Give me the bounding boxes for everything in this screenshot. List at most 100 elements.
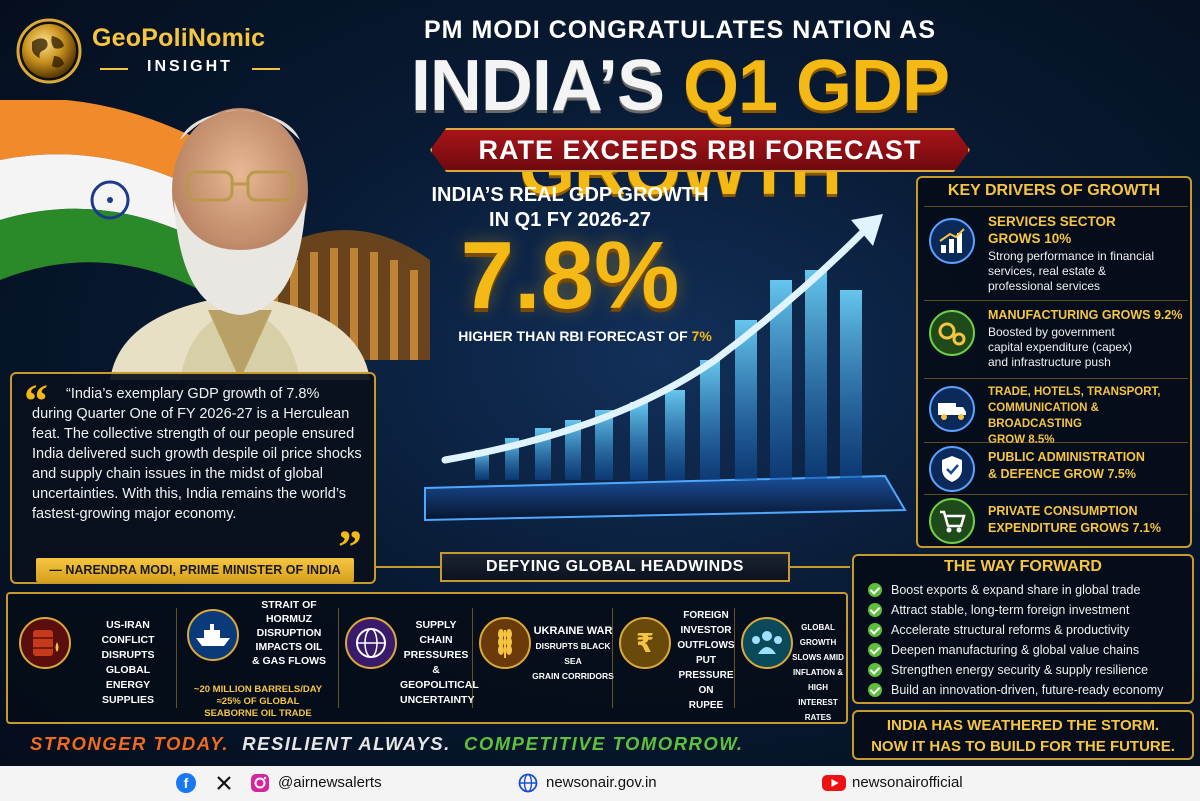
driver-description-line: services, real estate & [988,264,1107,278]
way-forward-text: Build an innovation-driven, future-ready… [891,683,1164,697]
gdp-value: 7.8% [460,222,680,329]
way-forward-item: Deepen manufacturing & global value chai… [868,640,1190,660]
gdp-note: HIGHER THAN RBI FORECAST OF 7% [440,328,730,344]
headwind-extra-line: ~20 MILLION BARRELS/DAY [193,684,323,695]
way-forward-text: Strengthen energy security & supply resi… [891,663,1149,677]
brand-logo: GeoPoliNomic INSIGHT [14,10,304,92]
headwind-text-line: FOREIGN [683,610,729,621]
headwind-extra-line: SEABORNE OIL TRADE [204,708,312,719]
driver-description-line: and infrastructure push [988,355,1111,369]
driver-description: Boosted by government capital expenditur… [988,325,1184,370]
footer: f @airnewsalerts newsonair.gov.in newson… [0,766,1200,801]
instagram-icon[interactable] [250,773,270,793]
gdp-label: INDIA’S REAL GDP GROWTH IN Q1 FY 2026-27 [420,183,720,233]
headwind-text: GLOBAL GROWTH SLOWS AMID INFLATION & HIG… [788,620,848,725]
gdp-label-line2: IN Q1 FY 2026-27 [489,209,651,231]
growth-chart-illustration [424,214,907,522]
youtube-icon[interactable] [822,773,846,793]
way-forward-item: Accelerate structural reforms & producti… [868,620,1190,640]
headwind-item: ₹ FOREIGN INVESTOR OUTFLOWS PUT PRESSURE… [614,594,735,722]
headwind-text-line: PRESSURE ON [678,670,734,696]
headwind-text-line: ENERGY SUPPLIES [102,679,154,706]
headwinds-panel: US-IRAN CONFLICT DISRUPTS GLOBAL ENERGY … [6,592,848,724]
way-forward-title: THE WAY FORWARD [944,558,1102,575]
globe-web-icon [518,773,538,793]
social-handle[interactable]: @airnewsalerts [278,774,382,791]
driver-description-line: capital expenditure (capex) [988,340,1133,354]
quote-card: “ “India’s exemplary GDP growth of 7.8% … [10,372,376,584]
divider [176,608,177,708]
tagline-part: STRONGER TODAY. [30,733,229,754]
headwind-text-line: US-IRAN CONFLICT [101,619,155,646]
headline-ribbon: RATE EXCEEDS RBI FORECAST [430,128,970,172]
driver-heading: MANUFACTURING GROWS 9.2% [988,308,1183,322]
driver-description-line: professional services [988,279,1101,293]
driver-heading-line: PUBLIC ADMINISTRATION [988,450,1145,464]
headwind-text-line: GEOPOLITICAL [400,679,479,691]
headwind-text: FOREIGN INVESTOR OUTFLOWS PUT PRESSURE O… [674,608,738,713]
gears-icon [929,310,975,356]
tagline-part: COMPETITIVE TOMORROW. [464,733,744,754]
headwind-text-line: GLOBAL GROWTH [799,623,837,647]
driver-heading-line: TRADE, HOTELS, TRANSPORT, [988,386,1161,398]
driver-description-line: Strong performance in financial [988,249,1155,263]
website-link[interactable]: newsonair.gov.in [546,774,657,791]
way-forward-text: Accelerate structural reforms & producti… [891,623,1130,637]
headwind-text-line: PRESSURES & [403,649,469,676]
tagline: STRONGER TODAY. RESILIENT ALWAYS. COMPET… [30,733,830,755]
driver-description-line: Boosted by government [988,325,1115,339]
cart-icon [929,498,975,544]
driver-heading-line: & DEFENCE GROW 7.5% [988,467,1136,481]
gdp-label-line1: INDIA’S REAL GDP GROWTH [431,184,709,206]
way-forward-item: Strengthen energy security & supply resi… [868,660,1190,680]
driver-heading-line: COMMUNICATION & BROADCASTING [988,402,1099,430]
headwind-text-line: UKRAINE WAR [533,625,613,637]
headwind-text-line: INFLATION & [792,668,844,677]
rupee-icon: ₹ [619,617,671,669]
headwind-item: SUPPLY CHAIN PRESSURES & GEOPOLITICAL UN… [340,594,479,722]
key-drivers-panel: KEY DRIVERS OF GROWTH SERVICES SECTOR GR… [916,176,1192,548]
check-icon [868,663,882,677]
driver-heading-line: GROWS 10% [988,231,1072,246]
headwind-item: UKRAINE WAR DISRUPTS BLACK SEA GRAIN COR… [474,594,614,722]
divider [472,608,473,708]
driver-heading: TRADE, HOTELS, TRANSPORT, COMMUNICATION … [988,384,1184,448]
headline-top: PM MODI CONGRATULATES NATION AS [424,16,936,44]
facebook-icon[interactable]: f [176,773,196,793]
headwind-item: GLOBAL GROWTH SLOWS AMID INFLATION & HIG… [736,594,846,722]
youtube-channel[interactable]: newsonairofficial [852,774,963,791]
headwind-text: US-IRAN CONFLICT DISRUPTS GLOBAL ENERGY … [80,618,176,708]
headwind-extra-line: ≈25% OF GLOBAL [216,696,300,707]
truck-icon [929,386,975,432]
way-forward-panel: THE WAY FORWARD Boost exports & expand s… [852,554,1194,704]
driver-item: TRADE, HOTELS, TRANSPORT, COMMUNICATION … [924,378,1188,446]
driver-heading: SERVICES SECTOR GROWS 10% [988,213,1184,247]
gdp-note-highlight: 7% [691,328,712,344]
headwind-extra: ~20 MILLION BARRELS/DAY ≈25% OF GLOBAL S… [178,684,338,720]
headwind-text: SUPPLY CHAIN PRESSURES & GEOPOLITICAL UN… [400,618,479,708]
headwind-text-line: & GAS FLOWS [251,655,327,667]
wheat-icon [479,617,531,669]
driver-item: SERVICES SECTOR GROWS 10% Strong perform… [924,206,1188,298]
brand-name: GeoPoliNomic [92,24,266,52]
driver-item: MANUFACTURING GROWS 9.2% Boosted by gove… [924,300,1188,376]
bar-chart-icon [929,218,975,264]
driver-heading: PUBLIC ADMINISTRATION & DEFENCE GROW 7.5… [988,449,1184,483]
check-icon [868,583,882,597]
driver-item: PUBLIC ADMINISTRATION & DEFENCE GROW 7.5… [924,442,1188,492]
globe-network-icon [345,617,397,669]
quote-text: “India’s exemplary GDP growth of 7.8% du… [32,386,362,522]
check-icon [868,623,882,637]
x-icon[interactable] [214,773,234,793]
headwind-text-line: IMPACTS OIL [255,641,323,653]
headwind-text-line: SUPPLY CHAIN [415,619,457,646]
india-flag-illustration [0,100,200,290]
svg-text:f: f [184,775,189,791]
check-icon [868,683,882,697]
check-icon [868,643,882,657]
gdp-note-text: HIGHER THAN RBI FORECAST OF [458,328,692,344]
headwind-text: UKRAINE WAR DISRUPTS BLACK SEA GRAIN COR… [532,624,614,684]
portrait-illustration [110,108,370,380]
driver-heading-line: SERVICES SECTOR [988,214,1116,229]
key-drivers-title: KEY DRIVERS OF GROWTH [947,182,1161,199]
